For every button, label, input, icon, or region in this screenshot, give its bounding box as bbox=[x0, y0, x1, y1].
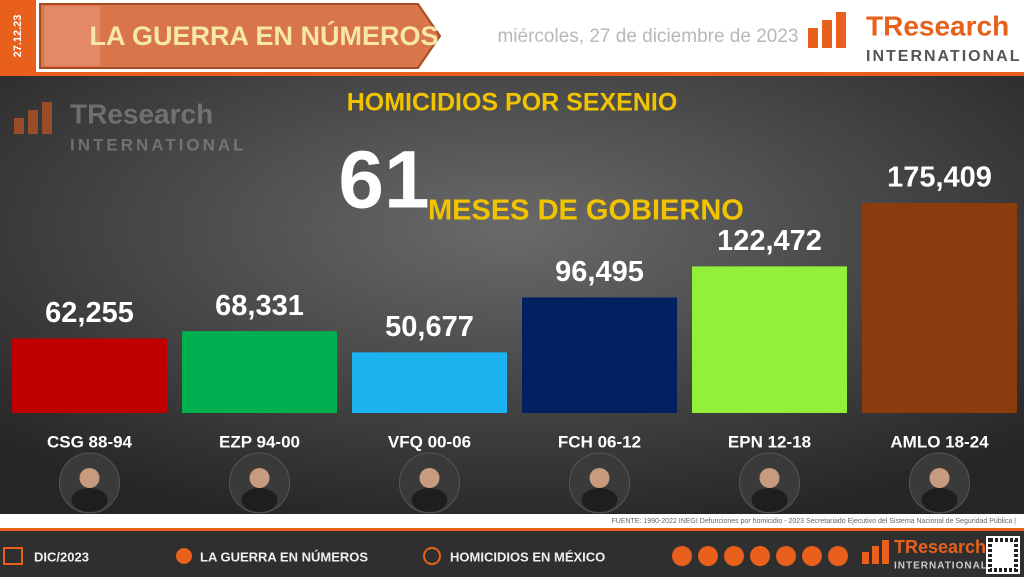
chart-title: HOMICIDIOS POR SEXENIO bbox=[347, 89, 678, 117]
brand-name: TResearch bbox=[866, 10, 1009, 41]
value-label: 62,255 bbox=[45, 297, 134, 329]
months-label: MESES DE GOBIERNO bbox=[428, 195, 744, 227]
brand-name: TResearch bbox=[70, 98, 213, 129]
value-label: 50,677 bbox=[385, 311, 474, 343]
portrait-face bbox=[79, 468, 100, 488]
portrait-figure bbox=[921, 488, 958, 512]
social-icons bbox=[672, 546, 848, 566]
category-label: EPN 12-18 bbox=[728, 432, 811, 451]
date-long: miércoles, 27 de diciembre de 2023 bbox=[497, 26, 798, 47]
map-icon bbox=[44, 6, 100, 66]
footer-item: DIC/2023 bbox=[34, 549, 89, 564]
logo-bar bbox=[822, 20, 832, 48]
logo-bar bbox=[28, 110, 38, 134]
bar bbox=[12, 338, 167, 413]
brand-sub: INTERNATIONAL bbox=[70, 135, 247, 154]
portrait-face bbox=[249, 468, 270, 488]
map-pin-icon bbox=[176, 548, 192, 564]
date-short: 27.12.23 bbox=[12, 15, 24, 58]
portrait-face bbox=[929, 468, 950, 488]
brand-sub: INTERNATIONAL bbox=[894, 561, 988, 572]
logo-bar bbox=[42, 102, 52, 134]
bar bbox=[182, 331, 337, 413]
footer-border bbox=[0, 528, 1024, 531]
value-label: 122,472 bbox=[717, 225, 822, 257]
chat-icon bbox=[423, 547, 441, 565]
logo-bar bbox=[14, 118, 24, 134]
logo-bar bbox=[882, 540, 889, 564]
brand-name: TResearch bbox=[894, 537, 986, 557]
portrait-face bbox=[589, 468, 610, 488]
value-label: 68,331 bbox=[215, 290, 304, 322]
category-label: EZP 94-00 bbox=[219, 432, 300, 451]
footer bbox=[0, 528, 1024, 577]
portrait-figure bbox=[241, 488, 278, 512]
chart-area bbox=[0, 76, 1024, 514]
bar bbox=[522, 297, 677, 413]
logo-bar bbox=[862, 552, 869, 564]
category-label: CSG 88-94 bbox=[47, 432, 133, 451]
portrait-figure bbox=[71, 488, 108, 512]
portrait-face bbox=[759, 468, 780, 488]
portrait-figure bbox=[581, 488, 618, 512]
section-title: LA GUERRA EN NÚMEROS bbox=[89, 20, 438, 51]
months-number: 61 bbox=[338, 135, 429, 226]
twitter-icon[interactable] bbox=[750, 546, 770, 566]
bar bbox=[862, 203, 1017, 413]
bar bbox=[692, 266, 847, 413]
brand-sub: INTERNATIONAL bbox=[866, 48, 1021, 65]
portrait-face bbox=[419, 468, 440, 488]
source-band bbox=[0, 514, 1024, 528]
footer-item: LA GUERRA EN NÚMEROS bbox=[200, 549, 368, 564]
portrait-figure bbox=[751, 488, 788, 512]
watermark-logo: TResearch INTERNATIONAL bbox=[14, 98, 247, 154]
category-label: VFQ 00-06 bbox=[388, 432, 471, 451]
source-note: FUENTE: 1990-2022 INEGI Defunciones por … bbox=[611, 518, 1016, 525]
logo-bar bbox=[836, 12, 846, 48]
value-label: 175,409 bbox=[887, 162, 992, 194]
calendar-icon bbox=[3, 547, 23, 565]
category-label: FCH 06-12 bbox=[558, 432, 641, 451]
youtube-icon[interactable] bbox=[828, 546, 848, 566]
logo-bar bbox=[872, 546, 879, 564]
logo-bar bbox=[808, 28, 818, 48]
facebook-icon[interactable] bbox=[776, 546, 796, 566]
section-banner bbox=[39, 3, 442, 69]
footer-item: HOMICIDIOS EN MÉXICO bbox=[450, 549, 605, 564]
category-label: AMLO 18-24 bbox=[890, 432, 989, 451]
linkedin-icon[interactable] bbox=[802, 546, 822, 566]
value-label: 96,495 bbox=[555, 256, 644, 288]
divider bbox=[0, 72, 1024, 76]
qr-pattern bbox=[988, 538, 1018, 572]
date-strip bbox=[0, 0, 36, 72]
brand-logo: TResearch INTERNATIONAL bbox=[808, 10, 1021, 65]
portrait-figure bbox=[411, 488, 448, 512]
web-icon[interactable] bbox=[672, 546, 692, 566]
mail-icon[interactable] bbox=[724, 546, 744, 566]
footer-logo: TResearch INTERNATIONAL bbox=[862, 537, 988, 572]
bar bbox=[352, 352, 507, 413]
phone-icon[interactable] bbox=[698, 546, 718, 566]
